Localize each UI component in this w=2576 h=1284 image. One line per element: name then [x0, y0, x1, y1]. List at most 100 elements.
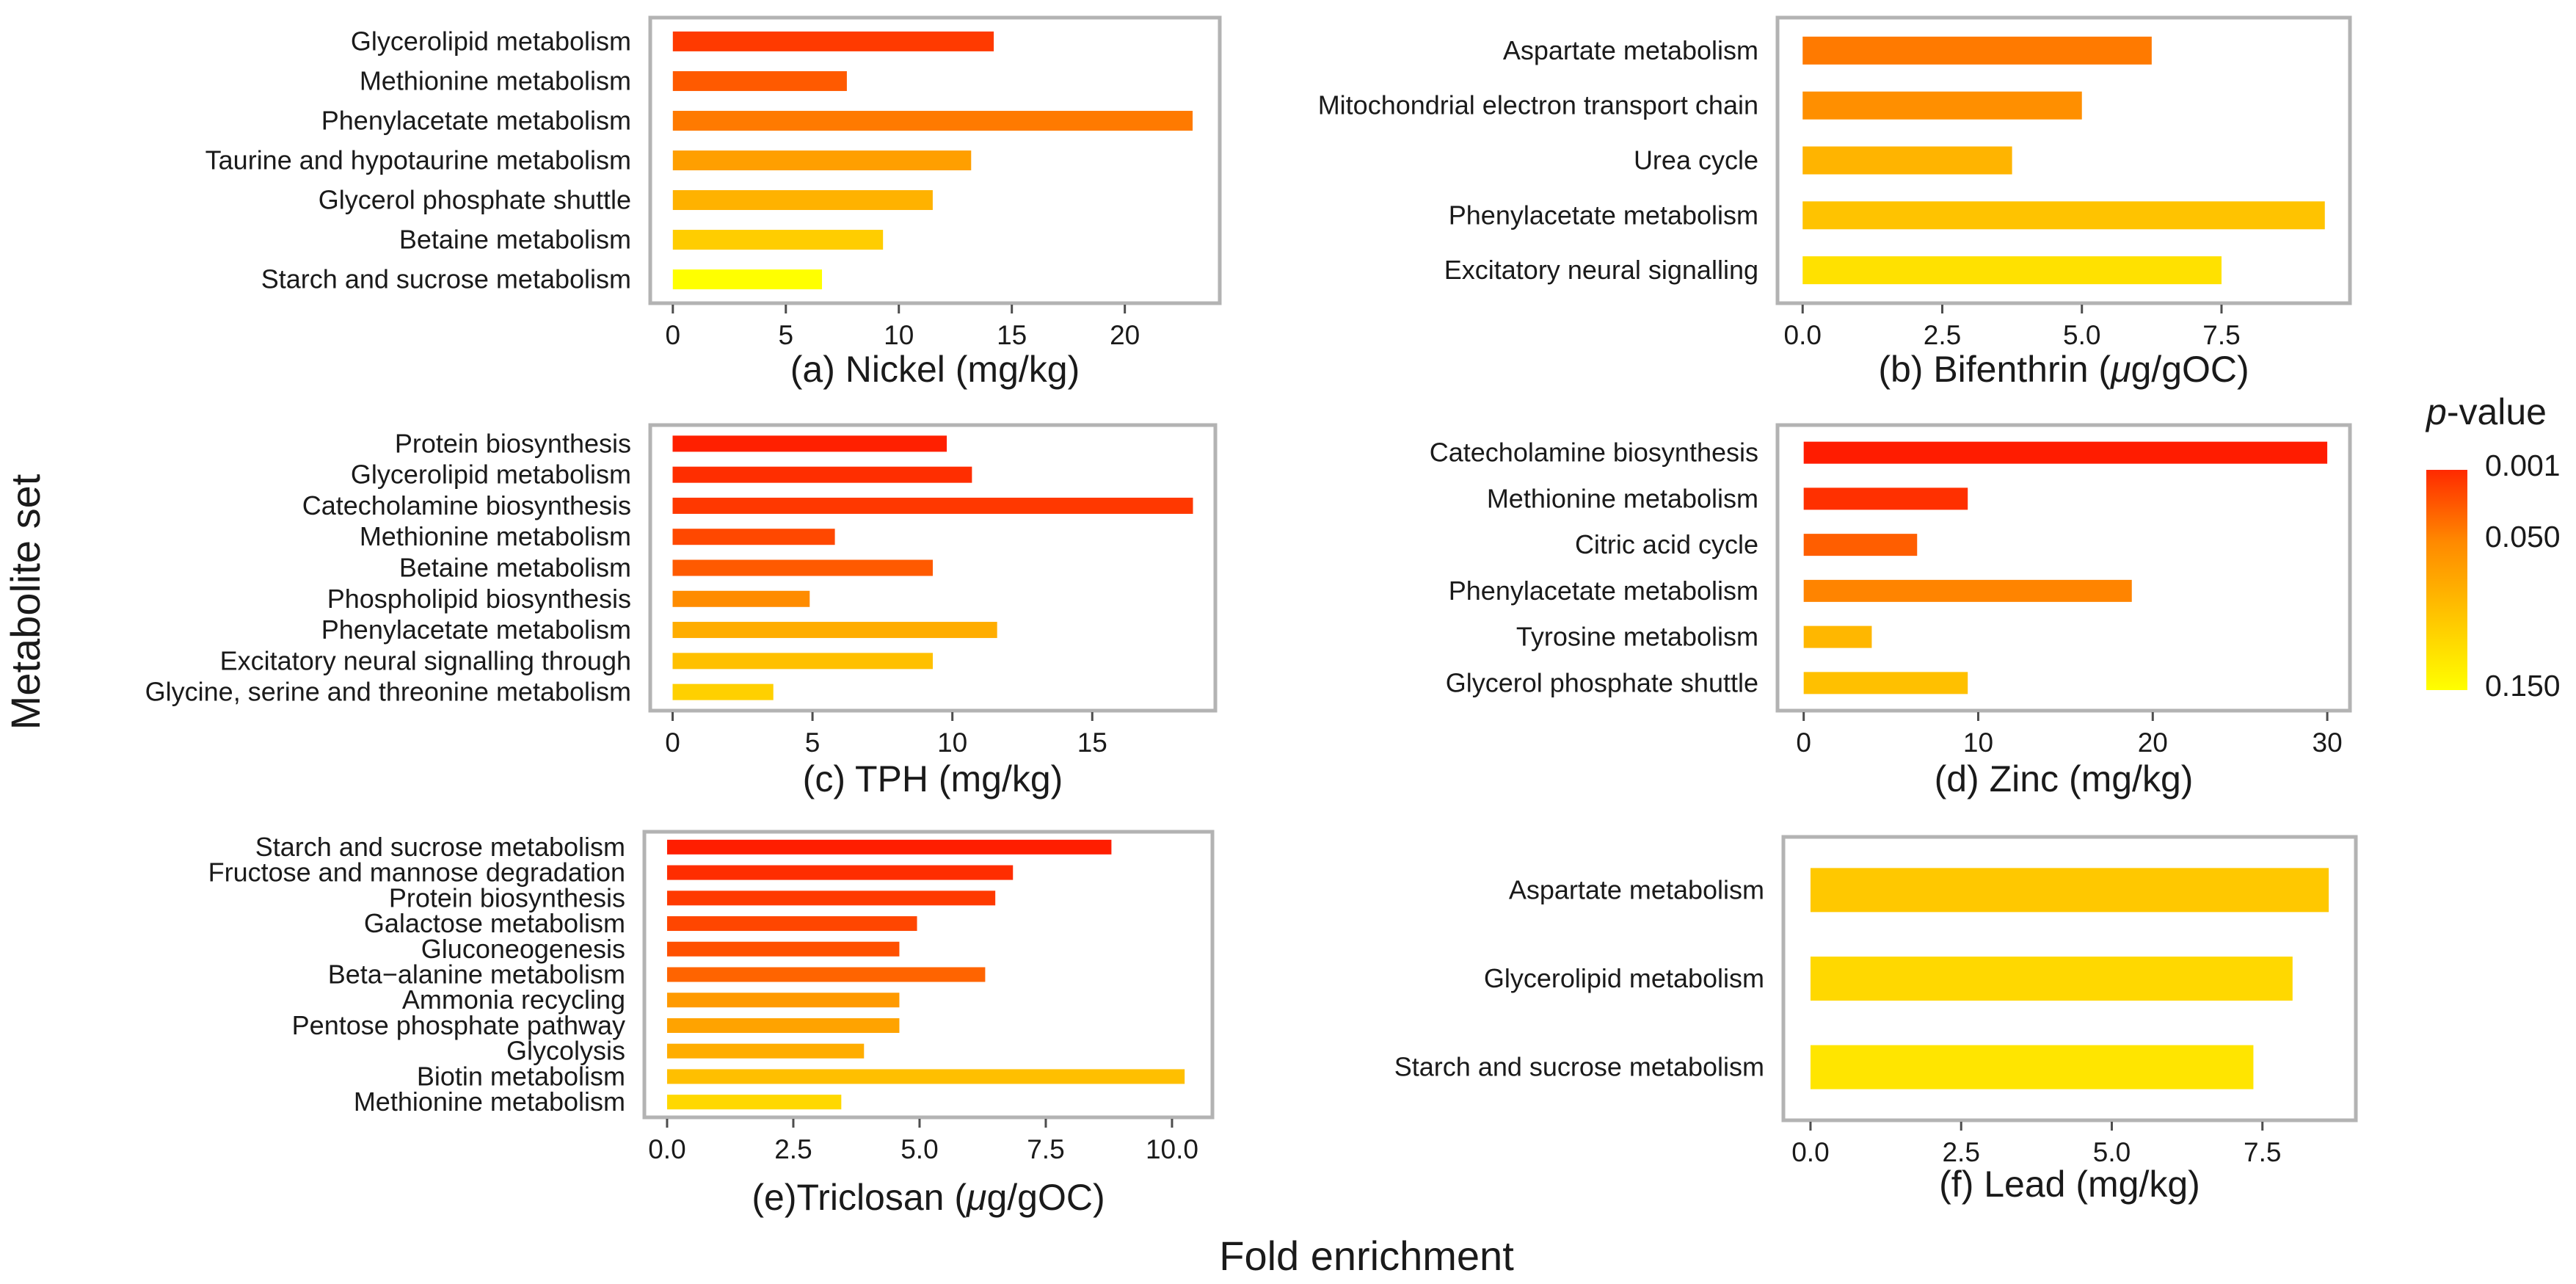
- bar: [672, 269, 823, 290]
- x-tick-label: 7.5: [2244, 1137, 2281, 1167]
- category-label: Phenylacetate metabolism: [321, 105, 631, 135]
- panel-d: Catecholamine biosynthesis Methionine met…: [1430, 423, 2352, 799]
- bar: [1802, 201, 2325, 230]
- category-label: Gluconeogenesis: [421, 934, 625, 964]
- x-tick-label: 0.0: [1784, 320, 1822, 350]
- category-label: Methionine metabolism: [360, 521, 631, 551]
- category-label: Phenylacetate metabolism: [1449, 200, 1758, 230]
- bar: [672, 230, 884, 250]
- x-tick-label: 7.5: [1027, 1134, 1064, 1164]
- category-label: Urea cycle: [1634, 145, 1758, 175]
- category-label: Glycolysis: [506, 1036, 625, 1066]
- bar: [666, 839, 1112, 855]
- x-tick-label: 20: [1110, 320, 1140, 350]
- category-label: Glycerolipid metabolism: [351, 26, 631, 56]
- category-label: Glycine, serine and threonine metabolism: [145, 677, 631, 707]
- x-tick-label: 30: [2313, 728, 2343, 758]
- x-tick-label: 2.5: [1924, 320, 1961, 350]
- bar: [672, 559, 933, 576]
- bar: [1803, 625, 1872, 648]
- x-tick-label: 5.0: [2093, 1137, 2131, 1167]
- x-tick-label: 0.0: [1791, 1137, 1829, 1167]
- bar: [666, 1043, 865, 1059]
- bar: [1810, 957, 2293, 1001]
- category-label: Phenylacetate metabolism: [321, 614, 631, 645]
- category-label: Betaine metabolism: [399, 553, 631, 583]
- bar: [1803, 672, 1968, 694]
- bar: [666, 916, 917, 932]
- category-label: Fructose and mannose degradation: [208, 857, 625, 888]
- category-label: Glycerol phosphate shuttle: [319, 185, 631, 215]
- category-label: Excitatory neural signalling through: [220, 645, 631, 675]
- bar: [1802, 146, 2012, 175]
- category-label: Methionine metabolism: [360, 65, 631, 95]
- bar: [1803, 534, 1918, 556]
- bar: [1802, 91, 2082, 120]
- legend-tick-label: 0.001: [2485, 449, 2561, 482]
- x-tick-label: 2.5: [774, 1134, 812, 1164]
- category-label: Aspartate metabolism: [1509, 874, 1764, 904]
- category-label: Glycerol phosphate shuttle: [1446, 667, 1758, 697]
- shared-y-axis-label: Metabolite set: [2, 474, 48, 730]
- category-label: Pentose phosphate pathway: [292, 1010, 625, 1040]
- x-tick-label: 5: [805, 728, 821, 758]
- category-label: Mitochondrial electron transport chain: [1318, 90, 1758, 120]
- x-tick-label: 5.0: [900, 1134, 938, 1164]
- legend-tick-label: 0.050: [2485, 520, 2561, 554]
- x-tick-label: 10.0: [1146, 1134, 1198, 1164]
- category-label: Glycerolipid metabolism: [351, 460, 631, 490]
- legend-colorbar: [2426, 470, 2467, 690]
- category-label: Protein biosynthesis: [395, 428, 631, 458]
- category-label: Citric acid cycle: [1575, 529, 1758, 559]
- category-label: Phospholipid biosynthesis: [327, 584, 631, 614]
- category-label: Betaine metabolism: [399, 225, 631, 255]
- pvalue-legend: p-value 0.001 0.050 0.150: [2425, 391, 2561, 703]
- bar: [1802, 256, 2222, 285]
- category-label: Tyrosine metabolism: [1516, 622, 1758, 652]
- x-tick-label: 0: [665, 728, 680, 758]
- bar: [666, 1069, 1185, 1084]
- panel-a: Glycerolipid metabolism Methionine metabo…: [205, 15, 1222, 390]
- bar: [672, 653, 933, 670]
- bar: [666, 967, 986, 982]
- legend-title: p-value: [2425, 391, 2547, 432]
- bar: [672, 683, 774, 700]
- category-label: Biotin metabolism: [417, 1061, 625, 1091]
- bar: [672, 190, 933, 211]
- bar: [666, 1018, 900, 1033]
- legend-tick-label: 0.150: [2485, 669, 2561, 703]
- bar: [1810, 1045, 2254, 1089]
- category-label: Phenylacetate metabolism: [1449, 576, 1758, 606]
- bar: [672, 622, 997, 639]
- category-label: Starch and sucrose metabolism: [1394, 1052, 1764, 1082]
- category-label: Excitatory neural signalling: [1444, 255, 1758, 285]
- bar: [666, 891, 996, 906]
- bar: [1803, 579, 2132, 602]
- panel-title: (f) Lead (mg/kg): [1939, 1164, 2200, 1205]
- x-tick-label: 20: [2138, 728, 2168, 758]
- bar: [672, 31, 994, 51]
- x-tick-label: 5.0: [2063, 320, 2100, 350]
- x-tick-label: 15: [1077, 728, 1107, 758]
- bar: [672, 435, 947, 452]
- bar: [666, 941, 900, 957]
- panel-title: (e)Triclosan (μg/gOC): [752, 1177, 1105, 1218]
- bar: [672, 70, 847, 91]
- x-tick-label: 2.5: [1942, 1137, 1979, 1167]
- bar: [672, 497, 1193, 514]
- panel-title: (d) Zinc (mg/kg): [1935, 758, 2194, 799]
- x-tick-label: 15: [997, 320, 1027, 350]
- x-tick-label: 10: [1963, 728, 1993, 758]
- category-label: Methionine metabolism: [354, 1087, 625, 1117]
- category-label: Taurine and hypotaurine metabolism: [205, 145, 631, 175]
- bar: [666, 993, 900, 1008]
- x-tick-label: 10: [884, 320, 914, 350]
- category-label: Catecholamine biosynthesis: [1430, 438, 1758, 468]
- x-tick-label: 5: [778, 320, 793, 350]
- panel-f: Aspartate metabolism Glycerolipid metabol…: [1394, 835, 2358, 1205]
- panel-b: Aspartate metabolism Mitochondrial electr…: [1318, 15, 2352, 390]
- bar: [672, 150, 972, 170]
- category-label: Beta−alanine metabolism: [328, 960, 625, 990]
- category-label: Starch and sucrose metabolism: [255, 832, 625, 862]
